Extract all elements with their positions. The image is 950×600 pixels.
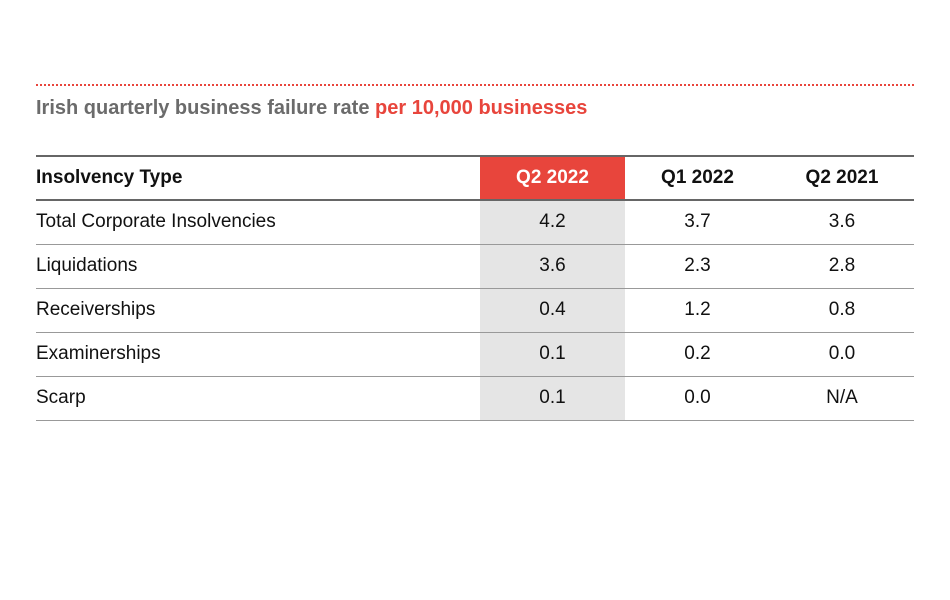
header-q2-2022: Q2 2022 [480,155,625,201]
table-row: Scarp 0.1 0.0 N/A [36,376,914,421]
cell-value: 2.3 [625,244,770,289]
cell-value: 0.0 [770,332,914,377]
header-q2-2021: Q2 2021 [770,155,914,201]
row-label: Liquidations [36,244,480,289]
cell-value: 2.8 [770,244,914,289]
row-label: Scarp [36,376,480,421]
header-row: Insolvency Type Q2 2022 Q1 2022 Q2 2021 [36,155,914,201]
row-label: Receiverships [36,288,480,333]
cell-value: 3.7 [625,200,770,245]
cell-value: 0.0 [625,376,770,421]
row-label: Total Corporate Insolvencies [36,200,480,245]
dotted-divider [36,84,914,86]
cell-value: 0.4 [480,288,625,333]
header-insolvency-type: Insolvency Type [36,155,480,201]
cell-value: 3.6 [770,200,914,245]
table-row: Total Corporate Insolvencies 4.2 3.7 3.6 [36,200,914,245]
table-row: Liquidations 3.6 2.3 2.8 [36,244,914,289]
cell-value: 1.2 [625,288,770,333]
title-highlight: per 10,000 businesses [375,97,588,119]
table-title: Irish quarterly business failure rate pe… [36,97,587,120]
table-row: Receiverships 0.4 1.2 0.8 [36,288,914,333]
business-failure-table: Insolvency Type Q2 2022 Q1 2022 Q2 2021 … [36,155,914,421]
cell-value: 3.6 [480,244,625,289]
title-main: Irish quarterly business failure rate [36,97,370,119]
cell-value: N/A [770,376,914,421]
cell-value: 0.1 [480,376,625,421]
header-q1-2022: Q1 2022 [625,155,770,201]
cell-value: 4.2 [480,200,625,245]
cell-value: 0.2 [625,332,770,377]
cell-value: 0.1 [480,332,625,377]
table-row: Examinerships 0.1 0.2 0.0 [36,332,914,377]
row-label: Examinerships [36,332,480,377]
cell-value: 0.8 [770,288,914,333]
